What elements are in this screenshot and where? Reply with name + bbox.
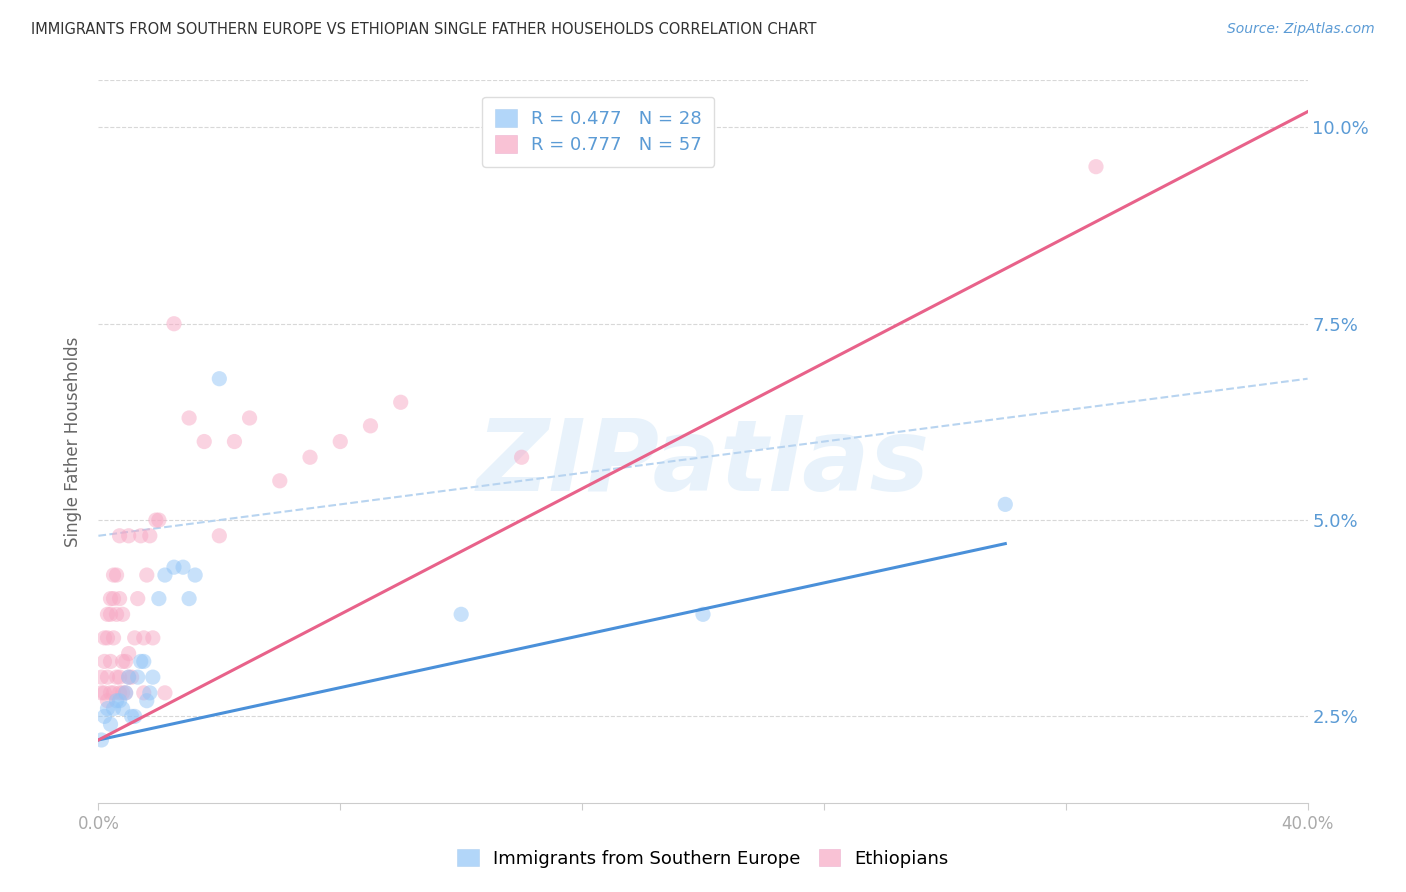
Point: [103, 701, 125, 715]
Point: [108, 686, 131, 700]
Point: [90, 670, 112, 684]
Point: [103, 568, 125, 582]
Point: [100, 686, 122, 700]
Point: [111, 655, 134, 669]
Point: [127, 591, 149, 606]
Point: [100, 717, 122, 731]
Point: [111, 607, 134, 622]
Point: [239, 411, 262, 425]
Point: [389, 395, 412, 409]
Point: [124, 709, 146, 723]
Point: [103, 686, 125, 700]
Point: [135, 694, 157, 708]
Point: [90, 686, 112, 700]
Point: [111, 686, 134, 700]
Point: [208, 372, 231, 386]
Text: Source: ZipAtlas.com: Source: ZipAtlas.com: [1227, 22, 1375, 37]
Point: [100, 607, 122, 622]
Point: [93, 686, 115, 700]
Point: [142, 631, 165, 645]
Point: [179, 591, 201, 606]
Point: [93, 709, 115, 723]
Point: [163, 317, 186, 331]
Point: [299, 450, 322, 465]
Point: [139, 529, 162, 543]
Point: [145, 513, 167, 527]
Point: [114, 686, 136, 700]
Point: [105, 607, 128, 622]
Legend: Immigrants from Southern Europe, Ethiopians: Immigrants from Southern Europe, Ethiopi…: [446, 838, 960, 879]
Point: [118, 670, 141, 684]
Point: [450, 607, 472, 622]
Point: [129, 655, 152, 669]
Point: [103, 591, 125, 606]
Point: [208, 529, 231, 543]
Point: [93, 631, 115, 645]
Point: [132, 631, 155, 645]
Point: [142, 670, 165, 684]
Text: IMMIGRANTS FROM SOUTHERN EUROPE VS ETHIOPIAN SINGLE FATHER HOUSEHOLDS CORRELATIO: IMMIGRANTS FROM SOUTHERN EUROPE VS ETHIO…: [31, 22, 817, 37]
Text: ZIPatlas: ZIPatlas: [477, 415, 929, 512]
Point: [184, 568, 207, 582]
Point: [135, 568, 157, 582]
Point: [153, 686, 176, 700]
Point: [127, 670, 149, 684]
Point: [108, 591, 131, 606]
Point: [100, 655, 122, 669]
Point: [96, 701, 118, 715]
Point: [692, 607, 714, 622]
Point: [510, 450, 533, 465]
Point: [172, 560, 194, 574]
Point: [360, 418, 382, 433]
Y-axis label: Single Father Households: Single Father Households: [65, 336, 83, 547]
Point: [994, 497, 1017, 511]
Point: [114, 686, 136, 700]
Point: [121, 709, 143, 723]
Point: [105, 670, 128, 684]
Point: [1085, 160, 1108, 174]
Point: [224, 434, 246, 449]
Point: [108, 670, 131, 684]
Point: [96, 607, 118, 622]
Legend: R = 0.477   N = 28, R = 0.777   N = 57: R = 0.477 N = 28, R = 0.777 N = 57: [482, 96, 714, 167]
Point: [105, 568, 128, 582]
Point: [193, 434, 215, 449]
Point: [121, 670, 143, 684]
Point: [118, 647, 141, 661]
Point: [148, 513, 170, 527]
Point: [100, 591, 122, 606]
Point: [108, 529, 131, 543]
Point: [124, 631, 146, 645]
Point: [118, 529, 141, 543]
Point: [90, 733, 112, 747]
Point: [132, 686, 155, 700]
Point: [163, 560, 186, 574]
Point: [153, 568, 176, 582]
Point: [96, 670, 118, 684]
Point: [329, 434, 352, 449]
Point: [139, 686, 162, 700]
Point: [132, 655, 155, 669]
Point: [108, 694, 131, 708]
Point: [148, 591, 170, 606]
Point: [96, 694, 118, 708]
Point: [114, 655, 136, 669]
Point: [105, 694, 128, 708]
Point: [179, 411, 201, 425]
Point: [103, 631, 125, 645]
Point: [96, 631, 118, 645]
Point: [111, 701, 134, 715]
Point: [93, 655, 115, 669]
Point: [129, 529, 152, 543]
Point: [118, 670, 141, 684]
Point: [269, 474, 291, 488]
